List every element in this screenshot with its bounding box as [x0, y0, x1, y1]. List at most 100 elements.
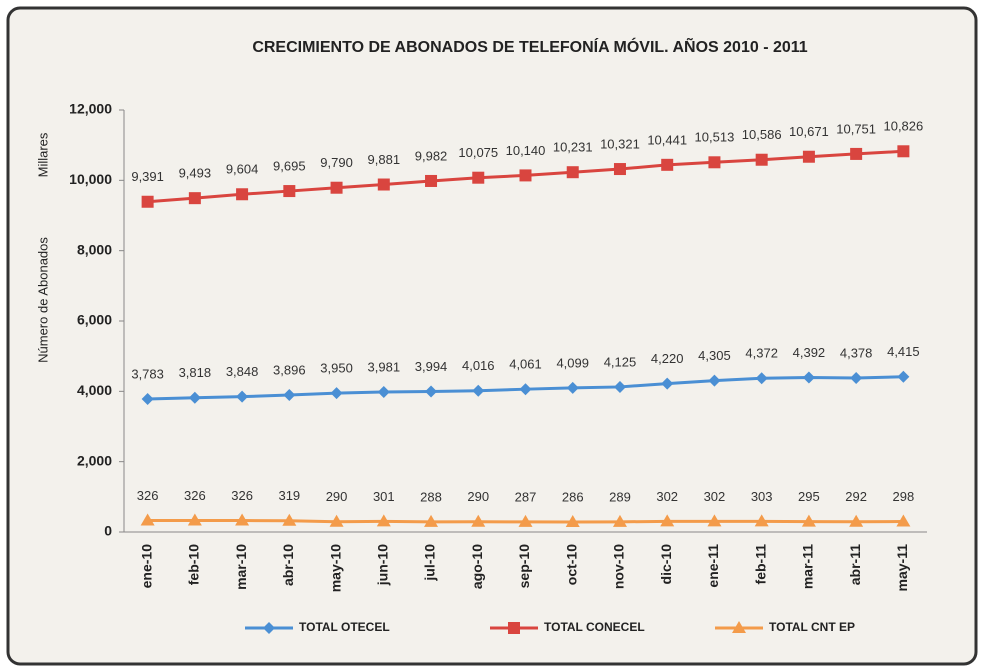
marker [187, 513, 202, 526]
marker [612, 514, 627, 527]
data-label: 9,604 [226, 162, 259, 177]
data-label: 287 [515, 489, 537, 504]
data-label: 298 [893, 489, 915, 504]
data-label: 4,378 [840, 345, 873, 360]
legend-label: TOTAL CNT EP [769, 620, 855, 634]
data-label: 295 [798, 489, 820, 504]
legend-label: TOTAL OTECEL [299, 620, 390, 634]
x-tick-label: may-11 [894, 544, 910, 592]
x-tick-label: dic-10 [658, 544, 674, 585]
data-label: 10,586 [742, 127, 782, 142]
marker [850, 147, 863, 160]
legend-marker [732, 621, 746, 633]
data-label: 286 [562, 489, 584, 504]
data-label: 10,321 [600, 136, 640, 151]
marker [141, 195, 154, 208]
x-tick-label: ene-11 [705, 544, 721, 588]
data-label: 10,671 [789, 124, 829, 139]
marker [376, 514, 391, 527]
x-tick-label: abr-10 [280, 544, 296, 586]
marker [708, 156, 721, 169]
data-label: 9,391 [131, 169, 164, 184]
y-tick-label: 2,000 [77, 452, 112, 468]
data-label: 4,305 [698, 348, 731, 363]
marker [754, 514, 769, 527]
data-label: 9,982 [415, 148, 448, 163]
marker [519, 383, 532, 396]
data-label: 9,493 [179, 166, 212, 181]
marker [565, 514, 580, 527]
marker [329, 514, 344, 527]
marker [471, 514, 486, 527]
data-label: 319 [278, 488, 300, 503]
data-label: 4,016 [462, 358, 495, 373]
marker [660, 514, 675, 527]
marker [472, 171, 485, 184]
data-label: 3,848 [226, 364, 259, 379]
chart-frame [6, 6, 978, 666]
marker [282, 513, 297, 526]
marker [897, 370, 910, 383]
data-label: 292 [845, 489, 867, 504]
marker [708, 374, 721, 387]
marker [235, 513, 250, 526]
chart-title: CRECIMIENTO DE ABONADOS DE TELEFONÍA MÓV… [252, 36, 807, 56]
x-tick-label: ago-10 [469, 544, 485, 589]
data-label: 3,818 [179, 365, 212, 380]
data-label: 10,751 [836, 121, 876, 136]
x-tick-label: ene-10 [138, 544, 154, 589]
data-label: 4,415 [887, 344, 920, 359]
legend-marker [508, 622, 520, 634]
x-tick-label: feb-11 [752, 544, 768, 585]
x-tick-label: oct-10 [563, 544, 579, 585]
marker [802, 371, 815, 384]
x-tick-label: mar-10 [233, 544, 249, 590]
data-label: 303 [751, 489, 773, 504]
marker [849, 514, 864, 527]
marker [897, 145, 910, 158]
data-label: 4,372 [745, 346, 778, 361]
marker [707, 514, 722, 527]
x-tick-label: feb-10 [186, 544, 202, 585]
marker [566, 381, 579, 394]
marker [755, 372, 768, 385]
data-label: 10,075 [458, 145, 498, 160]
x-tick-label: may-10 [327, 544, 343, 592]
data-label: 301 [373, 489, 395, 504]
marker [661, 158, 674, 171]
marker [661, 377, 674, 390]
y-tick-label: 6,000 [77, 312, 112, 328]
data-label: 302 [704, 489, 726, 504]
marker [896, 514, 911, 527]
data-label: 3,896 [273, 362, 306, 377]
x-tick-label: abr-11 [847, 544, 863, 585]
x-tick-label: jun-10 [374, 544, 390, 586]
data-label: 10,826 [883, 119, 923, 134]
data-label: 3,950 [320, 361, 353, 376]
legend-label: TOTAL CONECEL [544, 620, 645, 634]
data-label: 9,695 [273, 158, 306, 173]
data-label: 326 [137, 488, 159, 503]
marker [236, 390, 249, 403]
data-label: 289 [609, 489, 631, 504]
data-label: 3,783 [131, 366, 164, 381]
data-label: 9,881 [368, 152, 401, 167]
y-tick-label: 0 [104, 523, 112, 539]
y-unit: Millares [35, 132, 50, 177]
data-label: 4,099 [556, 355, 589, 370]
marker [613, 380, 626, 393]
data-label: 326 [231, 488, 253, 503]
data-label: 10,441 [647, 132, 687, 147]
marker [801, 514, 816, 527]
y-tick-label: 12,000 [69, 101, 112, 117]
data-label: 3,981 [368, 359, 401, 374]
marker [802, 150, 815, 163]
marker [283, 388, 296, 401]
data-label: 4,220 [651, 351, 684, 366]
marker [613, 163, 626, 176]
marker [472, 384, 485, 397]
data-label: 3,994 [415, 359, 448, 374]
x-tick-label: mar-11 [800, 544, 816, 589]
